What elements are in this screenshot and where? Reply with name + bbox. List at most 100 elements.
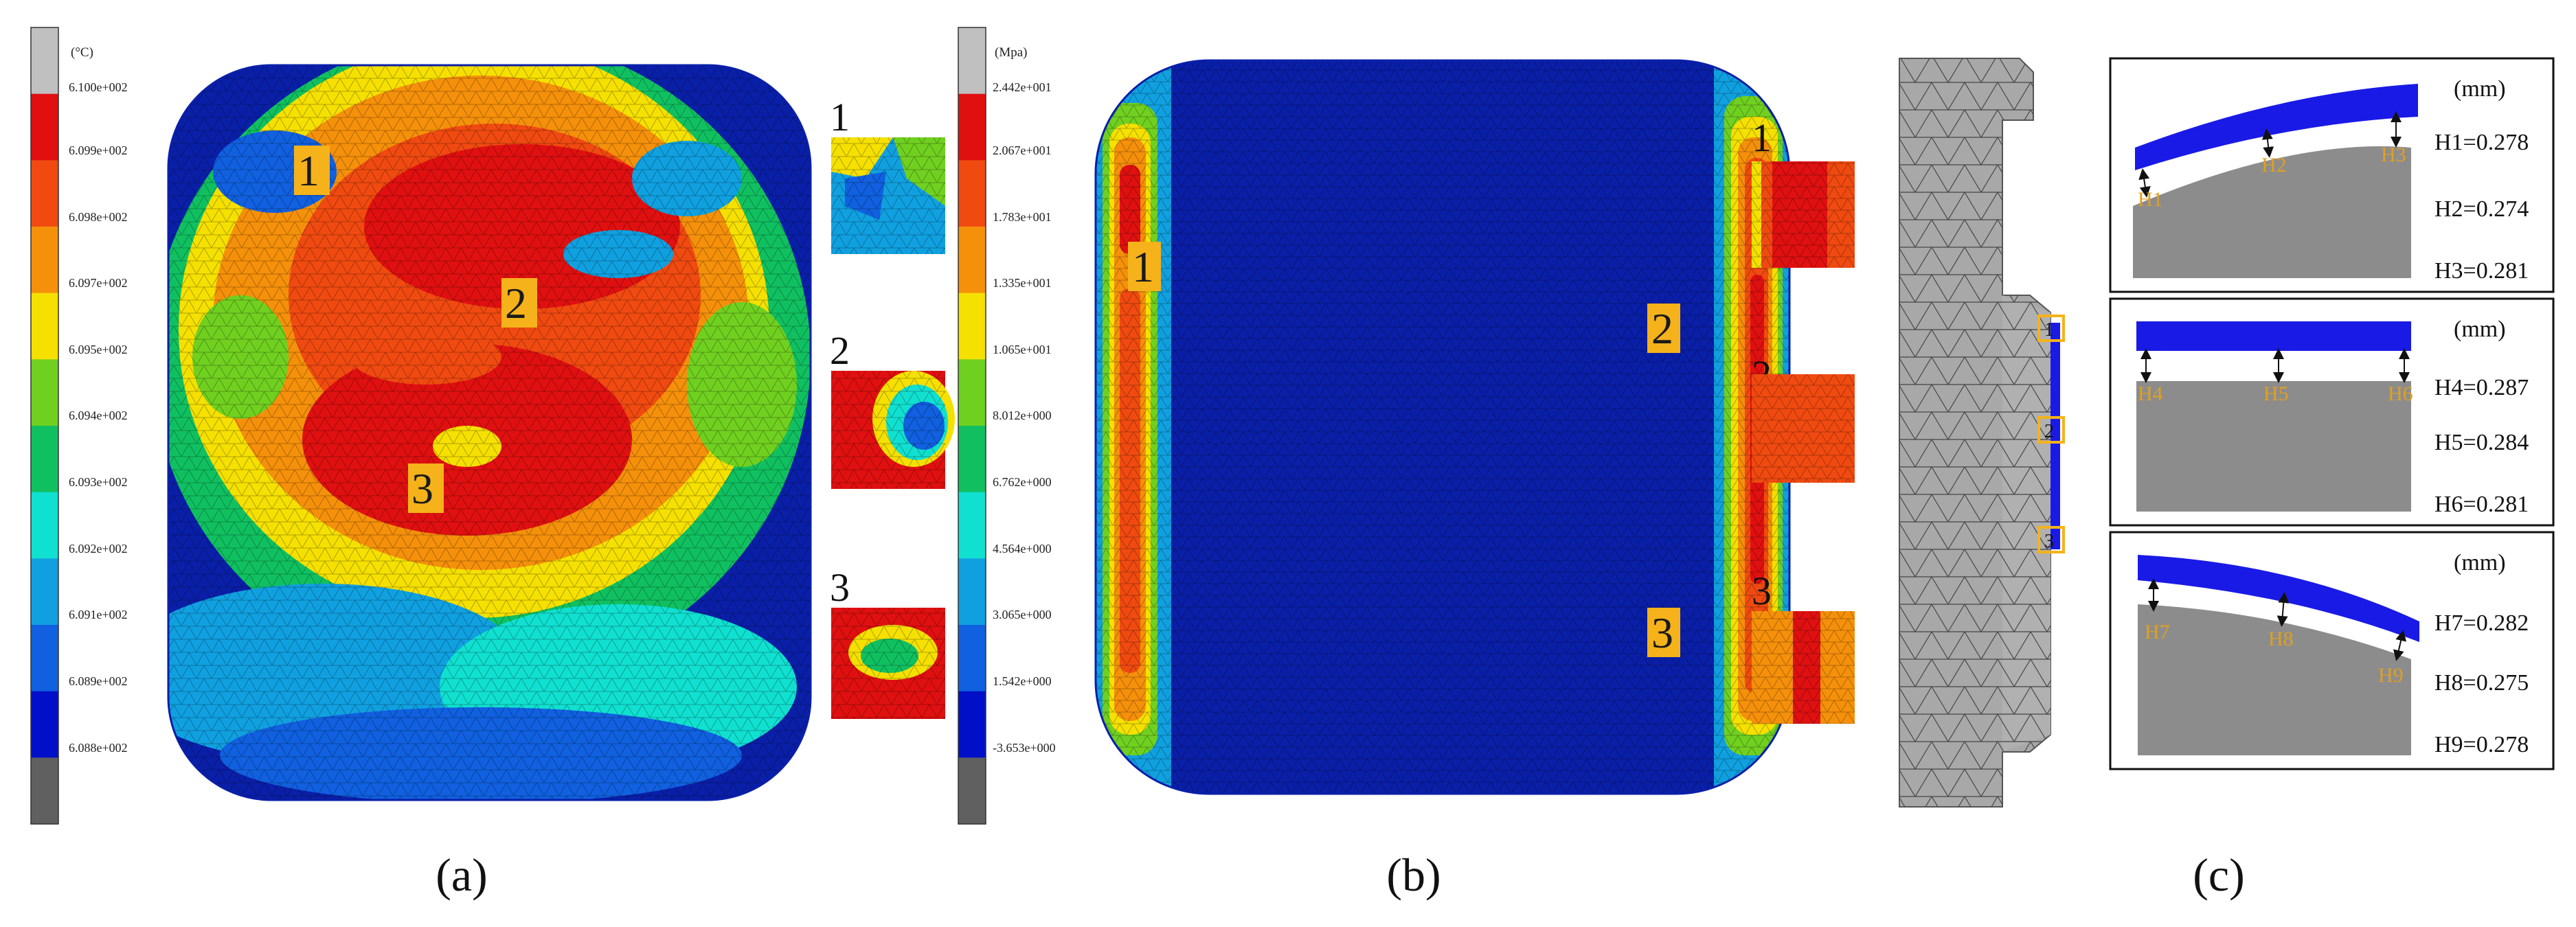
svg-text:2: 2 — [1651, 304, 1673, 353]
temperature-legend-frame — [30, 27, 59, 825]
svg-text:H6: H6 — [2388, 382, 2413, 405]
legend-a-value-7: 6.093e+002 — [69, 475, 128, 489]
temperature-legend-swatch — [31, 492, 58, 559]
svg-text:H1: H1 — [2138, 188, 2163, 211]
panel-a-inset-3 — [831, 608, 945, 719]
legend-a-value-1: 6.100e+002 — [69, 80, 128, 94]
thickness-box-3: H7 H8 H9 (mm) H7=0.282 H8=0.275 H9=0.278 — [2109, 531, 2555, 770]
stress-legend-swatch — [958, 160, 986, 227]
panel-a-caption: (a) — [436, 849, 488, 901]
stress-legend-swatch — [958, 426, 986, 493]
legend-b-value-11: -3.653e+000 — [993, 741, 1056, 755]
panel-a-inset-1 — [831, 137, 945, 254]
box-2-unit: (mm) — [2454, 317, 2506, 342]
section-marker-1: 1 — [2037, 314, 2065, 342]
svg-text:H4: H4 — [2138, 382, 2163, 405]
panel-a-marker-3: 3 — [408, 464, 444, 513]
svg-text:H9: H9 — [2378, 664, 2404, 687]
panel-b-inset-3 — [1752, 611, 1855, 724]
panel-a-marker-1: 1 — [294, 146, 330, 195]
legend-b-value-6: 8.012e+000 — [993, 409, 1052, 422]
stress-legend-swatch — [958, 558, 986, 626]
legend-b-value-9: 3.065e+000 — [993, 608, 1052, 621]
box-2-value-h5: H5=0.284 — [2434, 430, 2529, 455]
temperature-legend-swatch — [31, 227, 58, 294]
stress-legend-swatch — [958, 293, 986, 360]
svg-text:H3: H3 — [2381, 144, 2406, 166]
temperature-legend-swatch — [31, 160, 58, 227]
legend-a-value-9: 6.091e+002 — [69, 608, 128, 621]
temperature-legend-swatch — [31, 625, 58, 692]
stress-legend-swatch — [958, 691, 986, 758]
legend-b-value-3: 1.783e+001 — [993, 210, 1052, 224]
box-3-unit: (mm) — [2454, 550, 2506, 575]
svg-text:3: 3 — [411, 464, 433, 513]
panel-a-inset-label-3: 3 — [830, 565, 850, 610]
box-1-unit: (mm) — [2454, 76, 2506, 102]
legend-a-value-8: 6.092e+002 — [69, 542, 128, 556]
box-1-value-h3: H3=0.281 — [2434, 258, 2529, 284]
stress-contour-map — [1096, 60, 1789, 794]
panel-c-film-thickness: 1 2 3 H1 H2 H3 (mm) H1=0.278 H2=0.274 H3… — [1899, 57, 2555, 808]
stress-legend-swatch — [958, 93, 986, 161]
stress-legend-swatch — [958, 27, 986, 95]
temperature-legend-swatch — [31, 93, 58, 161]
panel-c-caption: (c) — [2193, 849, 2245, 901]
legend-a-value-4: 6.097e+002 — [69, 276, 128, 290]
section-marker-2: 2 — [2037, 416, 2065, 444]
panel-a-temperature-plot: (°C) 6.100e+002 6.099e+002 6.098e+002 6.… — [30, 27, 955, 825]
section-marker-3: 3 — [2037, 526, 2065, 553]
legend-a-value-2: 6.099e+002 — [69, 144, 128, 157]
temperature-legend — [30, 27, 59, 825]
stress-legend-swatch — [958, 227, 986, 294]
legend-b-value-10: 1.542e+000 — [993, 674, 1052, 688]
panel-b-marker-3: 3 — [1647, 608, 1680, 657]
box-3-value-h8: H8=0.275 — [2434, 670, 2529, 696]
legend-b-value-8: 4.564e+000 — [993, 542, 1052, 556]
svg-text:H8: H8 — [2268, 628, 2294, 650]
svg-text:3: 3 — [1651, 608, 1673, 657]
panel-b-marker-1: 1 — [1128, 242, 1161, 291]
legend-a-value-5: 6.095e+002 — [69, 343, 128, 356]
temperature-legend-swatch — [31, 691, 58, 758]
stress-legend-swatch — [958, 492, 986, 559]
legend-b-value-1: 2.442e+001 — [993, 80, 1052, 94]
cross-section-mesh — [1899, 58, 2060, 808]
panel-b-inset-2 — [1752, 374, 1855, 483]
svg-text:H7: H7 — [2145, 621, 2170, 643]
panel-b-inset-label-1: 1 — [1752, 115, 1772, 160]
panel-a-inset-label-1: 1 — [830, 95, 850, 139]
svg-text:1: 1 — [2044, 319, 2054, 341]
panel-b-inset-1 — [1752, 161, 1855, 268]
legend-a-value-6: 6.094e+002 — [69, 409, 128, 422]
box-2-value-h4: H4=0.287 — [2434, 375, 2529, 400]
legend-b-value-2: 2.067e+001 — [993, 144, 1052, 157]
temperature-legend-swatch — [31, 359, 58, 426]
thickness-box-1: H1 H2 H3 (mm) H1=0.278 H2=0.274 H3=0.281 — [2109, 57, 2555, 293]
temperature-legend-swatch — [31, 293, 58, 360]
svg-text:1: 1 — [1132, 242, 1154, 291]
temperature-legend-swatch — [31, 426, 58, 493]
svg-text:3: 3 — [2044, 531, 2054, 552]
temperature-legend-swatch — [31, 27, 58, 95]
legend-b-value-5: 1.065e+001 — [993, 343, 1052, 356]
panel-a-marker-2: 2 — [501, 278, 537, 328]
stress-legend-unit: (Mpa) — [995, 45, 1027, 60]
thickness-box-2: H4 H5 H6 (mm) H4=0.287 H5=0.284 H6=0.281 — [2109, 297, 2555, 527]
temperature-contour-map — [168, 65, 811, 800]
box-1-value-h1: H1=0.278 — [2434, 130, 2529, 155]
legend-a-value-10: 6.089e+002 — [69, 674, 128, 688]
stress-legend-labels: 2.442e+001 2.067e+001 1.783e+001 1.335e+… — [993, 80, 1056, 755]
panel-b-stress-plot: (Mpa) 2.442e+001 2.067e+001 1.783e+001 1… — [958, 27, 1855, 825]
temperature-legend-swatch — [31, 558, 58, 626]
svg-text:H2: H2 — [2261, 154, 2287, 176]
svg-text:2: 2 — [505, 279, 527, 328]
stress-legend-frame — [958, 27, 986, 825]
legend-b-value-7: 6.762e+000 — [993, 475, 1052, 489]
box-1-value-h2: H2=0.274 — [2434, 196, 2529, 222]
legend-b-value-4: 1.335e+001 — [993, 276, 1052, 290]
panel-a-inset-label-2: 2 — [830, 328, 850, 373]
panel-b-marker-2: 2 — [1647, 304, 1680, 353]
svg-text:H5: H5 — [2263, 382, 2289, 405]
svg-text:2: 2 — [2044, 421, 2054, 442]
